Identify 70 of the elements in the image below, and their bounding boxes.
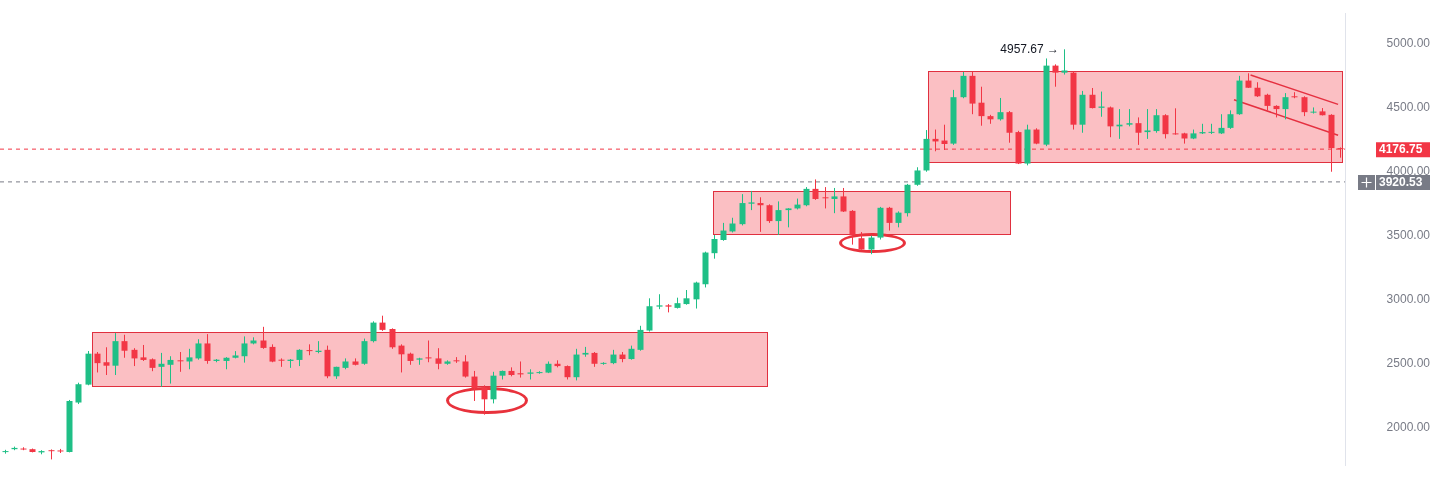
candlestick	[48, 448, 55, 460]
candlestick	[886, 206, 893, 232]
candlestick	[775, 200, 782, 236]
candlestick	[490, 371, 497, 404]
candlestick	[121, 334, 128, 359]
candlestick	[195, 338, 202, 361]
candlestick	[960, 71, 967, 99]
candlestick	[1144, 108, 1151, 140]
candlestick	[1310, 106, 1317, 115]
ref-line-label: 3920.53	[1379, 175, 1423, 190]
candlestick	[1227, 109, 1234, 130]
candlestick	[573, 348, 580, 381]
candlestick	[831, 187, 838, 214]
candlestick	[739, 193, 746, 226]
candlestick	[1162, 113, 1169, 139]
candlestick	[241, 335, 248, 364]
candlestick	[1282, 92, 1289, 120]
candlestick	[1052, 63, 1059, 88]
candlestick	[997, 97, 1004, 122]
y-tick-label: 2500.00	[1386, 355, 1430, 370]
candlestick	[1135, 116, 1142, 146]
candlestick	[462, 354, 469, 379]
candlestick	[471, 370, 478, 402]
candlestick	[75, 382, 82, 405]
candlestick	[1208, 123, 1215, 135]
candlestick	[306, 343, 313, 356]
y-tick-label: 5000.00	[1386, 36, 1430, 51]
candlestick	[370, 320, 377, 343]
candlestick	[803, 186, 810, 207]
candlestick	[103, 346, 110, 376]
y-tick-label: 3000.00	[1386, 291, 1430, 306]
candlestick	[204, 333, 211, 365]
candlestick	[177, 351, 184, 373]
candlestick	[711, 234, 718, 260]
candlestick	[693, 281, 700, 310]
candlestick	[389, 327, 396, 350]
candlestick	[435, 347, 442, 370]
candlestick	[361, 338, 368, 366]
candlestick	[748, 190, 755, 211]
candlestick	[1107, 106, 1114, 138]
candlestick	[158, 352, 165, 388]
y-tick-label: 3500.00	[1386, 227, 1430, 242]
candlestick	[1153, 108, 1160, 134]
candlestick	[978, 86, 985, 127]
y-tick-label: 4500.00	[1386, 100, 1430, 115]
candlestick	[1061, 48, 1068, 76]
candlestick	[1006, 110, 1013, 144]
candlestick	[637, 325, 644, 352]
candlestick	[186, 348, 193, 370]
candlestick	[481, 384, 488, 416]
candlestick	[167, 355, 174, 385]
candlestick	[812, 178, 819, 201]
candlestick	[398, 343, 405, 373]
candlestick	[260, 326, 267, 350]
candlestick	[914, 166, 921, 187]
annotation: 4957.67 →	[1000, 41, 1060, 56]
candlestick	[94, 351, 101, 373]
candlestick	[425, 340, 432, 363]
candlestick	[1172, 107, 1179, 136]
candlestick	[1218, 113, 1225, 135]
candlestick	[278, 357, 285, 368]
candlestick	[785, 207, 792, 228]
candlestick	[822, 186, 829, 209]
candlestick	[1301, 95, 1308, 117]
candlestick	[766, 203, 773, 224]
y-tick-label: 2000.00	[1386, 419, 1430, 434]
candlestick	[868, 235, 875, 255]
candlestick	[757, 196, 764, 233]
ref-line-label: 4176.75	[1379, 142, 1423, 157]
candlestick	[840, 187, 847, 213]
